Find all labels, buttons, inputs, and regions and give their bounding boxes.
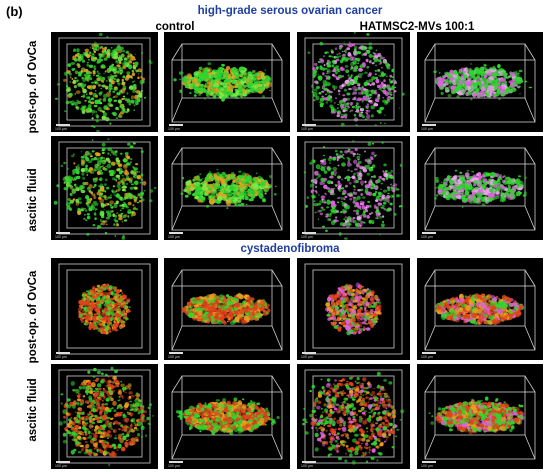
scale-bar-label: 100 µm <box>421 127 433 131</box>
micrograph-image <box>424 147 536 231</box>
micrograph-cyst-ascitic-control-side: 100 µm <box>164 364 290 469</box>
scale-bar-label: 100 µm <box>421 464 433 468</box>
scale-bar <box>56 124 70 126</box>
micrograph-hgsoc-ascitic-treated-top: 100 µm <box>297 136 410 240</box>
scale-bar-label: 100 µm <box>301 235 313 239</box>
scale-bar <box>169 124 183 126</box>
micrograph-hgsoc-postop-control-side: 100 µm <box>164 32 290 132</box>
scale-bar-label: 100 µm <box>421 355 433 359</box>
micrograph-image <box>171 269 283 351</box>
scale-bar-label: 100 µm <box>301 127 313 131</box>
scale-bar-label: 100 µm <box>301 464 313 468</box>
micrograph-cyst-ascitic-treated-top: 100 µm <box>297 364 410 469</box>
micrograph-cyst-postop-treated-side: 100 µm <box>417 258 543 360</box>
scale-bar <box>302 352 316 354</box>
scale-bar <box>169 461 183 463</box>
micrograph-hgsoc-ascitic-control-side: 100 µm <box>164 136 290 240</box>
micrograph-image <box>303 136 403 240</box>
scale-bar <box>422 461 436 463</box>
micrograph-image <box>424 43 536 123</box>
scale-bar-label: 100 µm <box>55 464 67 468</box>
micrograph-hgsoc-postop-control-top: 100 µm <box>51 32 158 132</box>
micrograph-image <box>171 375 283 460</box>
scale-bar <box>422 232 436 234</box>
micrograph-image <box>424 375 536 460</box>
micrograph-image <box>58 263 151 355</box>
scale-bar-label: 100 µm <box>421 235 433 239</box>
micrograph-image <box>54 32 153 132</box>
scale-bar <box>56 461 70 463</box>
column-label-control: control <box>155 21 195 33</box>
scale-bar <box>422 124 436 126</box>
scale-bar-label: 100 µm <box>55 235 67 239</box>
micrograph-hgsoc-ascitic-treated-side: 100 µm <box>417 136 543 240</box>
scale-bar-label: 100 µm <box>168 235 180 239</box>
section-title-cystadenofibroma: cystadenofibroma <box>240 243 340 255</box>
scale-bar-label: 100 µm <box>168 464 180 468</box>
micrograph-image <box>53 138 157 240</box>
micrograph-cyst-postop-treated-top: 100 µm <box>297 258 410 360</box>
micrograph-image <box>171 147 283 231</box>
micrograph-cyst-postop-control-top: 100 µm <box>51 258 158 360</box>
micrograph-hgsoc-postop-treated-top: 100 µm <box>297 32 410 132</box>
scale-bar <box>302 232 316 234</box>
scale-bar-label: 100 µm <box>55 127 67 131</box>
section-title-hgsoc: high-grade serous ovarian cancer <box>197 5 383 17</box>
scale-bar <box>422 352 436 354</box>
scale-bar-label: 100 µm <box>55 355 67 359</box>
scale-bar <box>302 124 316 126</box>
scale-bar <box>56 352 70 354</box>
row-label-ascitic-2: ascitic fluid <box>27 378 39 442</box>
scale-bar <box>169 352 183 354</box>
micrograph-hgsoc-ascitic-control-top: 100 µm <box>51 136 158 240</box>
micrograph-hgsoc-postop-treated-side: 100 µm <box>417 32 543 132</box>
row-label-post-op-1: post-op. of OvCa <box>27 40 39 134</box>
micrograph-cyst-ascitic-control-top: 100 µm <box>51 364 158 469</box>
row-label-post-op-2: post-op. of OvCa <box>27 270 39 364</box>
scale-bar-label: 100 µm <box>301 355 313 359</box>
micrograph-cyst-ascitic-treated-side: 100 µm <box>417 364 543 469</box>
scale-bar <box>302 461 316 463</box>
micrograph-image <box>304 32 405 132</box>
scale-bar <box>56 232 70 234</box>
micrograph-image <box>302 369 405 465</box>
panel-label: (b) <box>6 4 23 19</box>
micrograph-image <box>171 43 283 123</box>
micrograph-cyst-postop-control-side: 100 µm <box>164 258 290 360</box>
micrograph-image <box>424 269 536 351</box>
column-label-hatmsc2: HATMSC2-MVs 100:1 <box>359 21 475 33</box>
micrograph-image <box>58 366 154 466</box>
micrograph-image <box>304 263 403 355</box>
scale-bar <box>169 232 183 234</box>
row-label-ascitic-1: ascitic fluid <box>27 168 39 232</box>
scale-bar-label: 100 µm <box>168 127 180 131</box>
scale-bar-label: 100 µm <box>168 355 180 359</box>
